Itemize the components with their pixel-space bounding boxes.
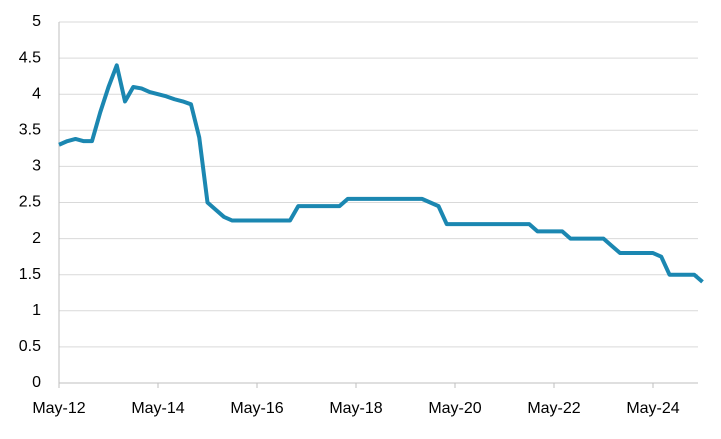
y-tick-label: 3 bbox=[32, 158, 41, 175]
y-tick-label: 2.5 bbox=[19, 194, 41, 211]
line-series bbox=[58, 63, 704, 284]
y-tick-label: 0.5 bbox=[19, 338, 41, 355]
x-tick-label: May-12 bbox=[32, 400, 85, 417]
y-tick-label: 5 bbox=[32, 13, 41, 30]
x-tick-label: May-24 bbox=[626, 400, 679, 417]
y-tick-label: 4 bbox=[32, 85, 41, 102]
x-tick-label: May-22 bbox=[527, 400, 580, 417]
x-tick-label: May-16 bbox=[230, 400, 283, 417]
y-tick-label: 1.5 bbox=[19, 266, 41, 283]
y-tick-label: 3.5 bbox=[19, 122, 41, 139]
y-tick-label: 4.5 bbox=[19, 49, 41, 66]
y-tick-label: 2 bbox=[32, 230, 41, 247]
x-tick-label: May-18 bbox=[329, 400, 382, 417]
x-tick-label: May-14 bbox=[131, 400, 184, 417]
x-tick-label: May-20 bbox=[428, 400, 481, 417]
y-tick-label: 0 bbox=[32, 374, 41, 391]
y-tick-label: 1 bbox=[32, 302, 41, 319]
